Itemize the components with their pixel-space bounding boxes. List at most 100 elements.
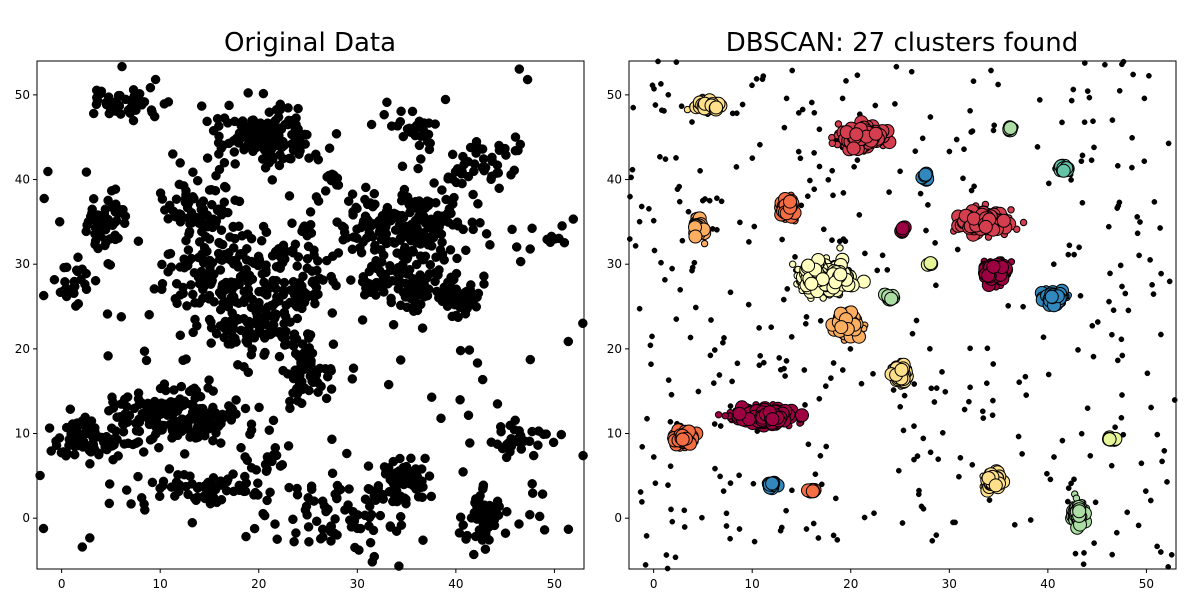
noise-point [1090,353,1097,360]
noise-point [1171,397,1178,403]
data-point [300,139,310,149]
noise-point [651,85,657,92]
data-point [494,145,505,156]
noise-point [630,104,637,111]
data-point [426,392,437,402]
noise-point [820,226,827,233]
core-point [986,259,1001,274]
noise-point [843,78,849,84]
noise-point [1068,480,1074,487]
data-point [506,170,516,180]
noise-point [1068,97,1075,104]
noise-point [1166,278,1173,285]
noise-point [839,367,846,373]
data-point [43,166,53,177]
data-point [511,242,522,252]
noise-point [781,365,787,372]
noise-point [737,219,743,226]
noise-point [1023,392,1030,398]
data-point [44,423,55,433]
data-point [342,448,352,459]
noise-point [954,246,961,253]
border-point [1007,206,1015,214]
data-point [311,516,322,527]
border-point [714,411,723,419]
noise-point [920,435,927,442]
data-point [102,309,113,319]
noise-point [933,282,939,289]
noise-point [668,391,675,398]
data-point [458,151,468,162]
noise-point [711,421,718,427]
data-point [480,162,491,173]
data-point [514,64,525,74]
noise-point [1081,60,1088,66]
data-point [398,131,409,142]
noise-point [893,63,900,70]
noise-point [811,150,817,156]
data-point [419,292,429,302]
noise-point [1125,307,1132,314]
data-point [527,479,537,489]
data-point [210,185,221,196]
noise-point [816,395,823,402]
noise-point [676,198,683,205]
data-point [234,480,245,491]
noise-point [812,471,819,478]
data-point [375,510,386,521]
data-point [192,321,202,331]
data-point [332,217,342,227]
data-point [296,357,306,368]
data-point [212,113,223,124]
noise-point [751,223,758,230]
core-point [978,219,993,234]
data-point [455,345,466,356]
data-point [396,106,406,117]
data-point [174,480,185,490]
noise-point [803,526,810,532]
data-point [279,318,289,329]
data-point [115,109,126,119]
noise-point [897,403,904,410]
data-point [280,254,290,264]
data-point [370,240,380,251]
data-point [527,223,537,234]
data-point [93,243,103,254]
data-point [317,496,328,506]
data-point [190,298,200,308]
core-point [675,432,690,447]
data-point [339,222,349,233]
data-point [172,298,182,309]
data-point [522,74,533,85]
data-point [510,145,521,156]
data-point [92,220,102,230]
data-point [455,512,466,522]
y-tick-label: 50 [607,88,622,102]
data-point [386,474,397,484]
y-tick-label: 30 [15,257,30,271]
noise-point [1081,119,1088,126]
data-point [469,166,479,177]
data-point [344,484,354,494]
noise-point [1109,331,1115,338]
data-point [278,240,289,251]
noise-point [801,367,808,373]
data-point [261,265,271,275]
x-tick-label: 40 [448,577,463,591]
data-point [81,268,91,279]
data-point [157,194,168,204]
y-tick-label: 20 [607,342,622,356]
noise-point [782,373,788,379]
noise-point [967,384,973,391]
noise-point [913,317,920,324]
x-tick-label: 30 [350,577,365,591]
core-point [1072,504,1087,519]
noise-point [1110,307,1117,314]
noise-point [970,78,977,85]
data-point [424,144,435,155]
noise-point [734,360,741,367]
data-point [216,494,227,505]
data-point [408,306,419,316]
data-point [166,262,177,272]
noise-point [832,495,839,502]
